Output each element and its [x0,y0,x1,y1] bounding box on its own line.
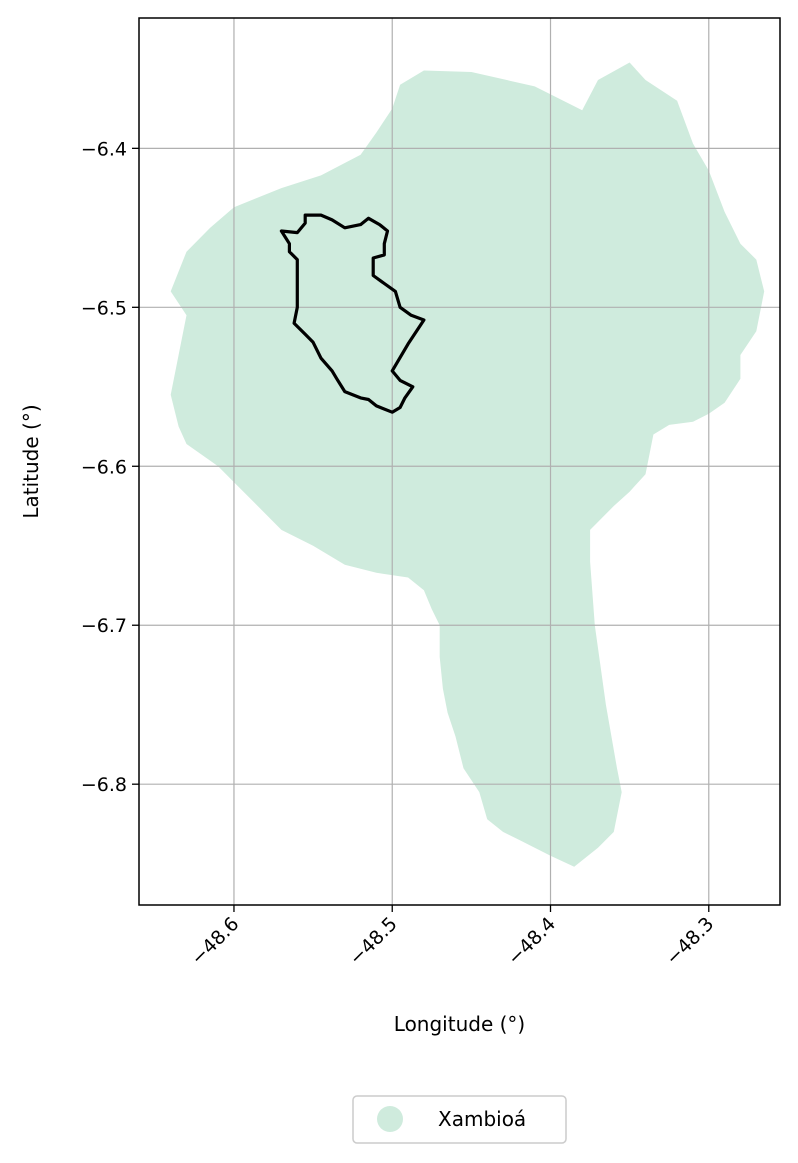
y-tick-label: −6.7 [81,615,127,637]
legend-label: Xambioá [438,1107,526,1131]
x-tick-label: −48.5 [345,913,402,970]
boundary-outline [279,213,426,414]
plot-frame [138,17,781,906]
plot-area [138,17,781,906]
x-tick-label: −48.6 [187,913,244,970]
legend-box [352,1095,567,1144]
y-axis-label: Latitude (°) [19,404,43,518]
y-tick-label: −6.5 [81,297,127,319]
y-tick-label: −6.8 [81,774,127,796]
x-tick-label: −48.4 [503,913,560,970]
y-axis-ticks: −6.4 −6.5 −6.6 −6.7 −6.8 [81,138,139,796]
outline-layer [279,213,426,414]
y-tick-label: −6.6 [81,456,127,478]
region-layer [170,62,765,867]
y-tick-label: −6.4 [81,138,127,160]
grid-lines [139,18,780,905]
x-axis-label: Longitude (°) [394,1012,525,1036]
legend-marker [377,1106,403,1132]
region-xambioa [170,62,765,867]
legend: Xambioá [352,1095,567,1144]
x-axis-ticks: −48.6 −48.5 −48.4 −48.3 [187,905,719,970]
x-tick-label: −48.3 [662,913,719,970]
